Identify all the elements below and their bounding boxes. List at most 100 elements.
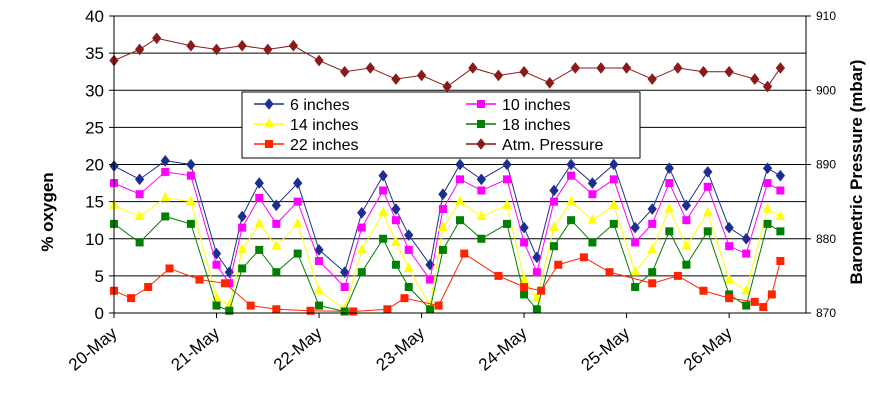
data-point (742, 301, 751, 310)
series-22-inches (110, 249, 785, 316)
data-point (161, 212, 170, 221)
data-point (702, 206, 713, 217)
data-point (750, 73, 760, 85)
data-point (741, 232, 751, 245)
data-point (314, 284, 324, 295)
data-point (306, 306, 315, 315)
data-point (434, 301, 443, 310)
y-axis-title: % oxygen (38, 172, 57, 251)
data-point (263, 43, 273, 56)
legend-entry: 6 inches (254, 97, 350, 114)
series-line (113, 252, 781, 313)
legend-label: Atm. Pressure (502, 137, 603, 154)
data-point (630, 266, 640, 276)
data-point (293, 177, 303, 189)
data-point (537, 286, 546, 295)
x-tick-label: 20-May (65, 323, 121, 374)
data-point (519, 221, 529, 234)
data-point (648, 279, 657, 288)
data-point (456, 216, 464, 225)
data-point (775, 62, 786, 74)
data-point (391, 216, 400, 225)
legend-entry: 10 inches (466, 97, 571, 114)
series-line (113, 171, 781, 288)
data-point (647, 243, 658, 254)
data-point (703, 227, 712, 236)
data-point (272, 219, 281, 228)
data-point (237, 210, 247, 223)
data-point (502, 158, 512, 171)
data-point (724, 65, 734, 78)
data-point (566, 158, 576, 171)
data-point (314, 54, 324, 67)
data-point (212, 301, 221, 310)
data-point (460, 249, 469, 258)
data-point (763, 219, 772, 228)
data-point (438, 188, 448, 201)
data-point (682, 260, 691, 269)
data-point (750, 297, 759, 306)
data-point (776, 257, 785, 266)
data-point (391, 73, 401, 85)
data-point (272, 268, 281, 277)
data-point (315, 301, 324, 310)
data-point (741, 284, 752, 295)
series-10-inches (110, 167, 785, 292)
data-point (221, 279, 230, 288)
data-point (160, 154, 170, 167)
data-point (357, 206, 367, 219)
data-point (349, 307, 358, 316)
legend-label: 18 inches (502, 117, 571, 134)
data-point (519, 273, 529, 284)
data-point (165, 264, 174, 273)
data-point (186, 158, 196, 171)
y-tick-label: 25 (85, 118, 104, 137)
data-point (134, 43, 145, 56)
data-point (400, 294, 409, 303)
data-point (549, 184, 559, 197)
data-point (762, 162, 773, 175)
data-point (567, 216, 576, 225)
y2-tick-label: 900 (816, 83, 836, 97)
data-point (391, 236, 401, 246)
data-point (186, 171, 195, 180)
data-point (314, 244, 324, 256)
data-point (438, 221, 448, 232)
legend-entry: 22 inches (254, 137, 359, 154)
data-point (759, 303, 768, 312)
data-point (775, 210, 786, 220)
legend-label: 10 inches (502, 97, 571, 114)
data-point (631, 283, 640, 292)
data-point (609, 175, 618, 184)
data-point (549, 221, 559, 232)
data-point (520, 283, 529, 292)
data-point (438, 205, 447, 214)
data-point (608, 199, 619, 209)
series-line (113, 197, 781, 311)
data-point (255, 245, 264, 254)
data-point (404, 283, 413, 292)
data-point (152, 32, 162, 45)
data-point (391, 260, 400, 269)
y-tick-label: 20 (85, 156, 104, 175)
data-point (340, 283, 349, 292)
data-point (587, 177, 598, 189)
data-point (724, 221, 734, 234)
y-tick-label: 40 (85, 7, 104, 26)
data-point (195, 275, 204, 284)
data-point (609, 219, 618, 228)
data-point (134, 210, 145, 220)
y2-tick-label: 870 (816, 306, 836, 320)
data-point (416, 69, 427, 82)
series-line (113, 215, 781, 313)
data-point (477, 234, 486, 243)
data-point (703, 166, 713, 178)
y-tick-label: 30 (85, 81, 104, 100)
data-point (647, 73, 657, 85)
data-point (494, 271, 503, 280)
data-point (403, 262, 414, 272)
data-point (724, 273, 734, 284)
y2-tick-label: 880 (816, 232, 836, 246)
data-point (742, 249, 751, 258)
